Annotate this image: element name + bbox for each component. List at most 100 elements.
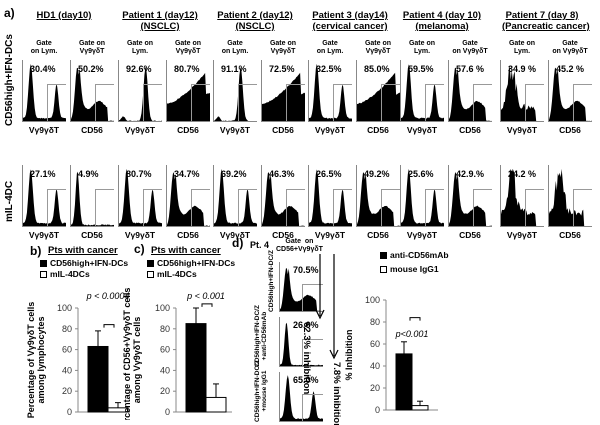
gate-label: Gate on Lym. [408,40,436,55]
p-value: p < 0.001 [186,291,225,301]
legend-swatch-black [147,259,154,267]
column-title-line: Patient 3 (day14) [312,10,388,21]
histogram-fill [23,169,66,226]
histogram-fill [71,67,114,121]
histogram-fill [280,268,323,311]
percentage-label: 70.5% [293,265,319,275]
patient-label: Pt. 4 [250,240,270,250]
legend-swatch-black [380,251,387,259]
condition-label: CD56high+IFN-DC/Z +anti-CD56mAb [254,305,268,367]
axis-label: CD56 [459,230,481,240]
gate-marker [46,84,66,121]
histogram-mil4dc [166,165,210,227]
histogram-fill [401,64,444,121]
legend-swatch-white [147,270,154,278]
gate-marker [472,189,492,226]
y-tick-label: 40 [62,365,72,375]
percentage-label: 34.9 % [508,64,537,74]
column-title-line: Patient 2 (day12) [217,10,293,21]
chart-b: 0 20 40 60 80 100 p < 0.0004 Percentage of Vγ9γ… [26,291,130,419]
histogram-ifn-dc [70,60,114,122]
gate-label: Gate on Lym. [316,40,344,55]
y-axis-label-line: Percentage of CD56+Vγ9γδT cells [122,288,132,420]
y-axis-label-line: among Vγ9γδT cells [132,317,142,404]
chart-d: 0 20 40 60 80 100 p<0.001 % Inhibition [344,295,438,415]
gate-label: Gate on Lym. [126,40,154,55]
histogram-ifn-dc [213,60,257,122]
gate-label: Gate on Vγ9γδT [174,40,202,55]
axis-label: CD56 [367,230,389,240]
histogram-mil4dc [548,165,592,227]
axis-label: Vγ9γδT [314,230,346,240]
gate-marker [190,189,210,226]
histogram-fill [23,63,66,121]
axis-label: Vγ9γδT [406,230,438,240]
y-tick-label: 80 [62,324,72,334]
histogram-mil4dc [448,165,492,227]
histogram-mil4dc [400,165,444,227]
column-title-line: Patient 1 (day12) [122,10,198,21]
histogram-ifn-dc [22,60,66,122]
y-axis-label: Percentage of Vγ9γδT cellsamong lymphocy… [26,302,46,419]
percentage-label: 26.5% [316,169,342,179]
histogram-ifn-dc [308,60,352,122]
histogram-fill [449,67,492,121]
percentage-label: 65.0% [293,375,319,385]
histogram-fill [280,375,323,421]
y-tick-label: 60 [370,339,380,349]
percentage-label: 50.2% [78,64,104,74]
percentage-label: 49.2% [364,169,390,179]
histogram-panel-d [279,262,323,312]
column-title: Patient 4 (day 10) (melanoma) [402,10,482,32]
gate-marker [572,189,592,226]
histogram-mil4dc [261,165,305,227]
y-tick-label: 40 [160,365,170,375]
condition-label: CD56high+IFN-DC/Z [268,250,275,312]
gate-label: Gate on Vγ9γδT [452,40,488,55]
histogram-ifn-dc [356,60,400,122]
inhibition-1-label: 62.3% inhibition [301,322,312,395]
legend-label: mouse IgG1 [390,264,439,274]
row-label-mil4dc: mIL-4DC [4,181,15,222]
y-axis-label: % Inhibition [344,330,354,381]
histogram-ifn-dc [118,60,162,122]
gate-label-d: Gate on CD56+Vγ9γδT [276,238,323,253]
condition-label: CD56high+IFN-DC/Z +mouse IgG1 [254,360,268,422]
histogram-fill [280,322,323,366]
histogram-fill [501,66,544,121]
p-value: p<0.001 [395,329,429,339]
column-title: HD1 (day10) [24,10,104,21]
axis-label: CD56 [81,125,103,135]
legend-label: anti-CD56mAb [390,250,449,260]
gate-marker [380,189,400,226]
legend-item-anti-cd56: anti-CD56mAb [380,250,449,260]
p-value: p < 0.0004 [86,291,130,301]
column-title: Patient 7 (day 8) (Pancreatic cancer) [502,10,590,32]
axis-label: Vγ9γδT [314,125,346,135]
gate-marker [332,189,352,226]
gate-marker [142,84,162,121]
histogram-mil4dc [70,165,114,227]
percentage-label: 80.7% [126,169,152,179]
gate-marker [572,84,592,121]
histogram-panel-d [279,317,323,367]
gate-marker [142,189,162,226]
percentage-label: 69.2% [221,169,247,179]
histogram-ifn-dc [448,60,492,122]
legend-swatch-black [40,259,47,267]
gate-marker [424,189,444,226]
gate-marker [94,84,114,121]
y-tick-label: 0 [67,407,72,417]
histogram-mil4dc [308,165,352,227]
column-title: Patient 2 (day12) (NSCLC) [215,10,295,32]
column-title-line: (melanoma) [415,21,469,32]
gate-marker [94,189,114,226]
significance-bracket [201,303,213,307]
axis-label: Vγ9γδT [124,230,156,240]
y-tick-label: 20 [370,383,380,393]
gate-label: Gate on Lym. [30,40,58,55]
histogram-fill [119,168,162,226]
percentage-label: 72.5% [269,64,295,74]
legend-swatch-white [380,265,387,273]
y-tick-label: 20 [62,386,72,396]
